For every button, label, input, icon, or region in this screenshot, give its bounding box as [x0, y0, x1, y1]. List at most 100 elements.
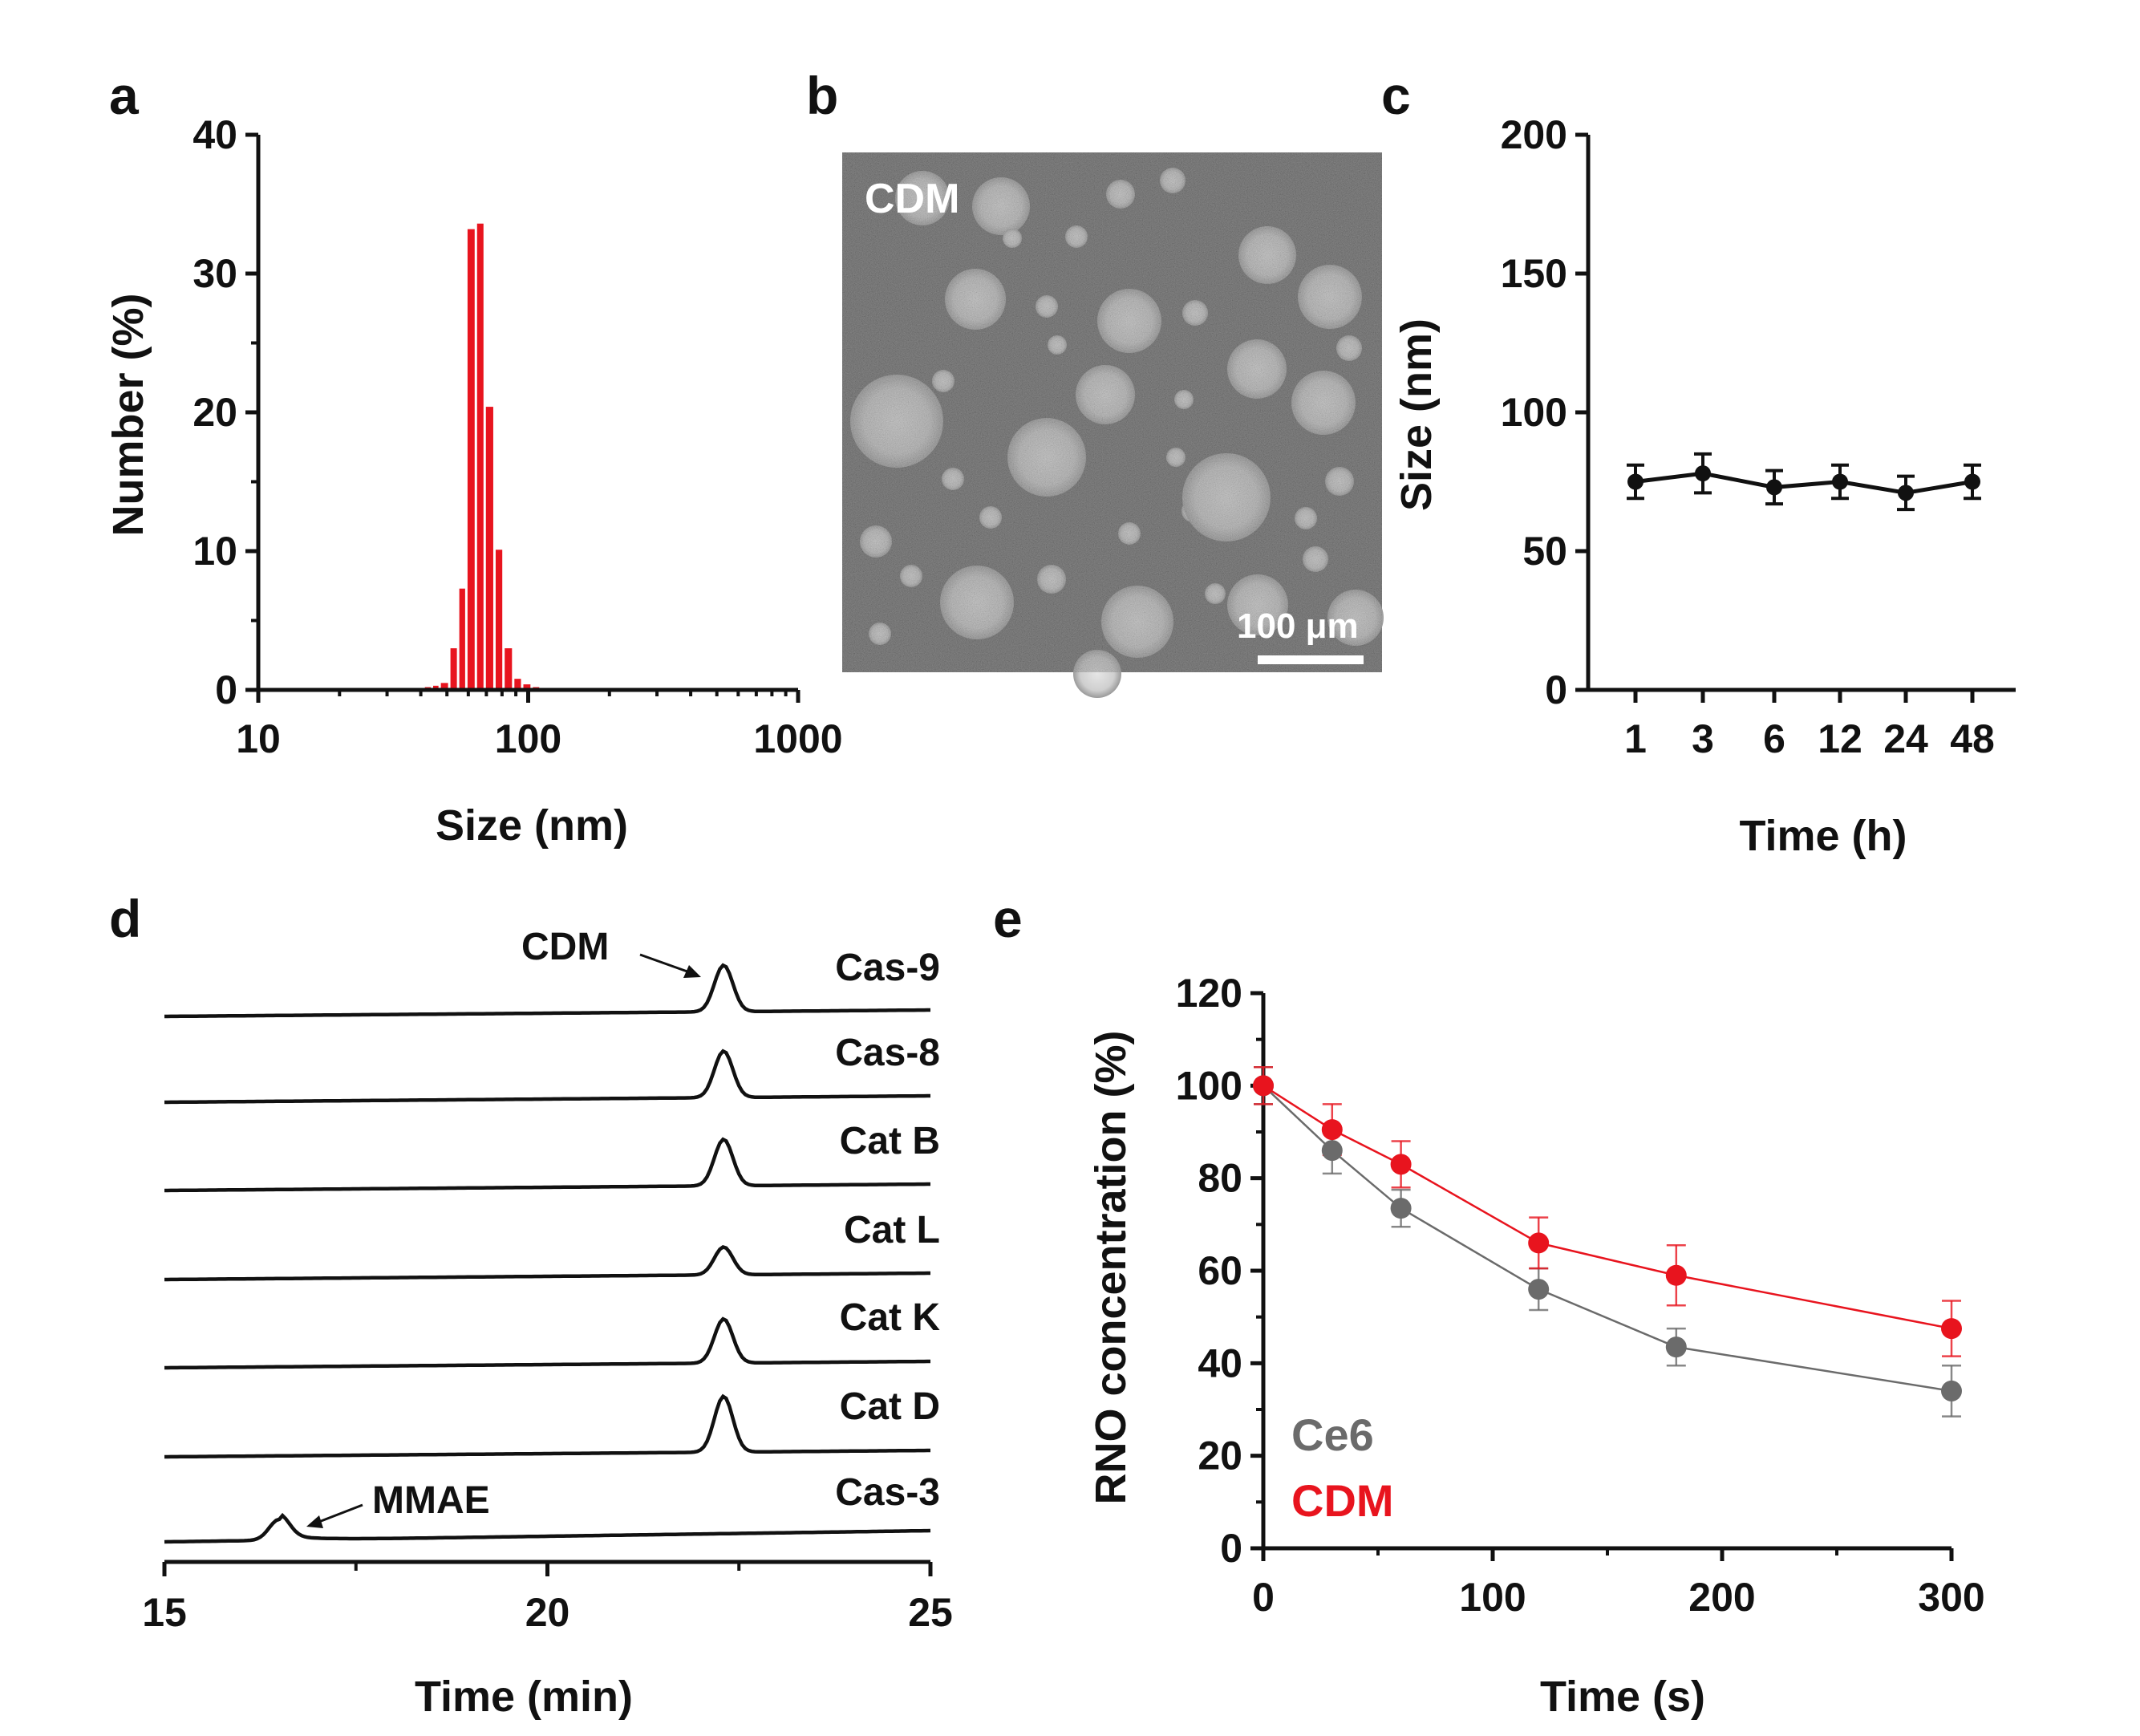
annotation-label: CDM — [521, 926, 609, 968]
a-y-axis-title: Number (%) — [104, 293, 152, 536]
a-y-tick-label: 20 — [193, 390, 237, 435]
e-axes: 0 20 40 60 80 100 120 0 100 200 300 — [1176, 971, 1985, 1620]
d-axes: 15 20 25 — [142, 1560, 953, 1635]
trace-label: Cas-3 — [835, 1471, 940, 1514]
trace-label: Cat L — [844, 1209, 940, 1251]
e-y-tick-label: 20 — [1198, 1434, 1242, 1478]
c-x-tick-label: 6 — [1763, 716, 1785, 761]
annotation-arrowhead — [306, 1515, 323, 1528]
trace-label: Cat D — [840, 1385, 940, 1428]
e-legend-cdm: CDM — [1291, 1475, 1394, 1526]
a-y-tick-label: 40 — [193, 112, 237, 157]
e-y-tick-label: 60 — [1198, 1248, 1242, 1293]
d-x-tick-label: 20 — [525, 1590, 570, 1635]
histogram-bar — [459, 588, 465, 690]
d-x-axis-title: Time (min) — [415, 1673, 633, 1721]
micrograph-label: CDM — [865, 176, 959, 222]
trace-label: Cas-9 — [835, 947, 940, 989]
e-y-tick-label: 80 — [1198, 1156, 1242, 1201]
a-x-axis-title: Size (nm) — [436, 801, 628, 850]
e-legend-ce6: Ce6 — [1291, 1409, 1374, 1460]
trace-label: Cat K — [840, 1296, 941, 1339]
c-y-tick-label: 200 — [1501, 112, 1567, 157]
annotation-label: MMAE — [372, 1479, 490, 1522]
c-data-point — [1627, 473, 1644, 490]
c-x-tick-label: 48 — [1950, 716, 1995, 761]
d-x-tick-label: 25 — [908, 1590, 953, 1635]
panel-letter-a: a — [109, 66, 140, 125]
annotation-arrow — [312, 1503, 363, 1526]
chromatogram-trace — [164, 1512, 931, 1544]
panel-e: e 0 20 40 60 80 100 120 0 100 200 300 Time (s) RNO… — [993, 889, 1985, 1721]
e-x-tick-label: 300 — [1918, 1575, 1984, 1620]
c-x-axis-title: Time (h) — [1739, 812, 1907, 860]
c-data-point — [1832, 473, 1848, 490]
panel-letter-e: e — [993, 889, 1023, 948]
histogram-bar — [450, 648, 457, 690]
e-x-tick-label: 200 — [1688, 1575, 1755, 1620]
a-x-tick-label: 100 — [495, 716, 561, 761]
c-series-line — [1635, 471, 1973, 495]
e-data-point-cdm — [1390, 1154, 1412, 1175]
e-data-point-cdm — [1528, 1232, 1550, 1254]
annotation-arrowhead — [683, 965, 701, 978]
c-data-point — [1964, 473, 1980, 490]
e-data-point-ce6 — [1665, 1336, 1687, 1358]
e-y-tick-label: 120 — [1176, 971, 1242, 1016]
histogram-bar — [476, 223, 484, 691]
e-series — [1253, 1066, 1962, 1418]
panel-letter-c: c — [1381, 66, 1411, 125]
e-y-tick-label: 0 — [1220, 1526, 1242, 1571]
e-data-point-ce6 — [1528, 1279, 1550, 1300]
a-y-tick-label: 0 — [215, 667, 237, 712]
e-series-line-cdm — [1263, 1085, 1952, 1330]
histogram-bar — [467, 229, 475, 690]
e-data-point-ce6 — [1321, 1140, 1343, 1162]
d-traces: Cas-9 Cas-8 Cat B Cat L Cat K Cat D Cas-3 CDM MM… — [164, 926, 941, 1544]
panel-d: d Cas-9 Cas-8 Cat B Cat L Cat K Cat D Cas-3 CDM… — [109, 889, 953, 1721]
histogram-bar — [495, 550, 503, 690]
a-y-tick-label: 10 — [193, 529, 237, 574]
c-axes: 0 50 100 150 200 1 3 6 12 24 48 — [1501, 112, 2016, 761]
trace-label: Cat B — [840, 1120, 940, 1162]
c-data-point — [1695, 465, 1711, 482]
e-series-line-ce6 — [1263, 1085, 1952, 1393]
c-data-point — [1766, 479, 1782, 496]
e-x-axis-title: Time (s) — [1540, 1673, 1705, 1721]
micrograph-texture — [842, 152, 1382, 672]
e-y-tick-label: 100 — [1176, 1063, 1242, 1108]
histogram-bar — [514, 679, 521, 690]
chromatogram-trace — [164, 1137, 930, 1193]
chromatogram-trace — [164, 963, 930, 1019]
c-x-tick-label: 3 — [1692, 716, 1714, 761]
scalebar-label: 100 μm — [1237, 606, 1359, 646]
d-x-tick-label: 15 — [142, 1590, 187, 1635]
chromatogram-trace — [164, 1245, 930, 1282]
c-series — [1627, 452, 1981, 512]
e-y-tick-label: 40 — [1198, 1341, 1242, 1385]
e-data-point-cdm — [1665, 1264, 1687, 1286]
histogram-bar — [505, 648, 513, 690]
a-x-tick-label: 10 — [236, 716, 281, 761]
a-y-tick-label: 30 — [193, 251, 237, 296]
chromatogram-trace — [164, 1393, 930, 1459]
e-data-point-cdm — [1941, 1318, 1962, 1340]
scalebar — [1258, 655, 1364, 664]
e-data-point-cdm — [1253, 1075, 1274, 1097]
a-x-tick-label: 1000 — [753, 716, 842, 761]
c-y-tick-label: 150 — [1501, 251, 1567, 296]
c-x-tick-label: 24 — [1883, 716, 1928, 761]
histogram-bar — [523, 684, 531, 690]
histogram-bar — [485, 407, 493, 690]
panel-c: c 0 50 100 150 200 1 3 6 12 24 48 Time (h) Size (n… — [1381, 66, 2016, 860]
panel-letter-d: d — [109, 889, 141, 948]
panel-b: b CDM 100 μm — [806, 66, 1384, 698]
c-data-point — [1898, 485, 1914, 501]
c-y-tick-label: 0 — [1545, 667, 1567, 712]
histogram-bar — [440, 683, 448, 690]
e-data-point-ce6 — [1390, 1198, 1412, 1219]
a-bars — [406, 223, 594, 691]
